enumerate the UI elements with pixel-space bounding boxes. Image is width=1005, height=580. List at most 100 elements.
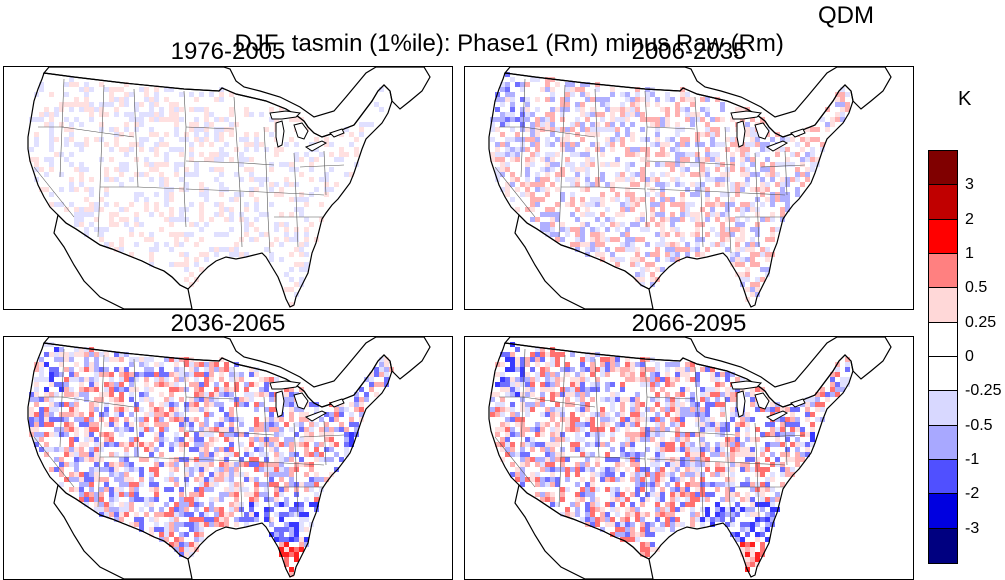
field-cell bbox=[204, 487, 209, 492]
field-cell bbox=[620, 407, 625, 412]
field-cell bbox=[174, 172, 179, 177]
field-cell bbox=[585, 402, 590, 407]
field-cell bbox=[555, 82, 560, 87]
field-cell bbox=[84, 437, 89, 442]
field-cell bbox=[119, 412, 124, 417]
field-cell bbox=[665, 377, 670, 382]
field-cell bbox=[505, 367, 510, 372]
field-cell bbox=[655, 482, 660, 487]
field-cell bbox=[44, 432, 49, 437]
field-cell bbox=[540, 357, 545, 362]
field-cell bbox=[229, 482, 234, 487]
field-cell bbox=[114, 497, 119, 502]
field-cell bbox=[745, 457, 750, 462]
field-cell bbox=[324, 412, 329, 417]
field-cell bbox=[530, 472, 535, 477]
field-cell bbox=[700, 407, 705, 412]
field-cell bbox=[550, 182, 555, 187]
field-cell bbox=[209, 432, 214, 437]
field-cell bbox=[695, 182, 700, 187]
field-cell bbox=[810, 167, 815, 172]
field-cell bbox=[740, 537, 745, 542]
field-cell bbox=[49, 202, 54, 207]
field-cell bbox=[685, 442, 690, 447]
field-cell bbox=[239, 457, 244, 462]
field-cell bbox=[39, 187, 44, 192]
field-cell bbox=[620, 422, 625, 427]
field-cell bbox=[505, 452, 510, 457]
field-cell bbox=[595, 502, 600, 507]
field-cell bbox=[680, 202, 685, 207]
field-cell bbox=[715, 177, 720, 182]
field-cell bbox=[279, 537, 284, 542]
field-cell bbox=[750, 252, 755, 257]
field-cell bbox=[635, 377, 640, 382]
field-cell bbox=[595, 382, 600, 387]
colorbar-segment bbox=[929, 391, 957, 426]
field-cell bbox=[635, 517, 640, 522]
field-cell bbox=[770, 502, 775, 507]
field-cell bbox=[615, 192, 620, 197]
field-cell bbox=[615, 222, 620, 227]
field-cell bbox=[59, 387, 64, 392]
field-cell bbox=[179, 377, 184, 382]
field-cell bbox=[179, 207, 184, 212]
field-cell bbox=[139, 472, 144, 477]
field-cell bbox=[249, 512, 254, 517]
field-cell bbox=[219, 372, 224, 377]
field-cell bbox=[590, 442, 595, 447]
field-cell bbox=[274, 422, 279, 427]
field-cell bbox=[640, 97, 645, 102]
field-cell bbox=[650, 277, 655, 282]
field-cell bbox=[610, 362, 615, 367]
field-cell bbox=[695, 487, 700, 492]
field-cell bbox=[500, 187, 505, 192]
field-cell bbox=[229, 492, 234, 497]
field-cell bbox=[169, 542, 174, 547]
field-cell bbox=[194, 467, 199, 472]
field-cell bbox=[34, 402, 39, 407]
field-cell bbox=[279, 242, 284, 247]
field-cell bbox=[640, 417, 645, 422]
field-cell bbox=[299, 192, 304, 197]
field-cell bbox=[670, 252, 675, 257]
field-cell bbox=[44, 352, 49, 357]
field-cell bbox=[635, 272, 640, 277]
field-cell bbox=[199, 227, 204, 232]
field-cell bbox=[159, 442, 164, 447]
field-cell bbox=[319, 477, 324, 482]
field-cell bbox=[219, 147, 224, 152]
field-cell bbox=[690, 232, 695, 237]
field-cell bbox=[99, 397, 104, 402]
field-cell bbox=[820, 407, 825, 412]
field-cell bbox=[580, 202, 585, 207]
field-cell bbox=[59, 202, 64, 207]
field-cell bbox=[359, 122, 364, 127]
field-cell bbox=[505, 387, 510, 392]
field-cell bbox=[670, 147, 675, 152]
field-cell bbox=[164, 502, 169, 507]
field-cell bbox=[309, 422, 314, 427]
field-cell bbox=[294, 152, 299, 157]
field-cell bbox=[254, 517, 259, 522]
field-cell bbox=[680, 232, 685, 237]
field-cell bbox=[164, 177, 169, 182]
field-cell bbox=[600, 172, 605, 177]
field-cell bbox=[189, 362, 194, 367]
field-cell bbox=[525, 147, 530, 152]
field-cell bbox=[109, 222, 114, 227]
field-cell bbox=[299, 157, 304, 162]
field-cell bbox=[89, 492, 94, 497]
field-cell bbox=[740, 212, 745, 217]
field-cell bbox=[204, 122, 209, 127]
field-cell bbox=[715, 502, 720, 507]
field-cell bbox=[129, 147, 134, 152]
field-cell bbox=[650, 372, 655, 377]
field-cell bbox=[770, 172, 775, 177]
field-cell bbox=[660, 407, 665, 412]
field-cell bbox=[129, 112, 134, 117]
field-cell bbox=[665, 112, 670, 117]
field-cell bbox=[695, 447, 700, 452]
field-cell bbox=[610, 162, 615, 167]
field-cell bbox=[745, 127, 750, 132]
